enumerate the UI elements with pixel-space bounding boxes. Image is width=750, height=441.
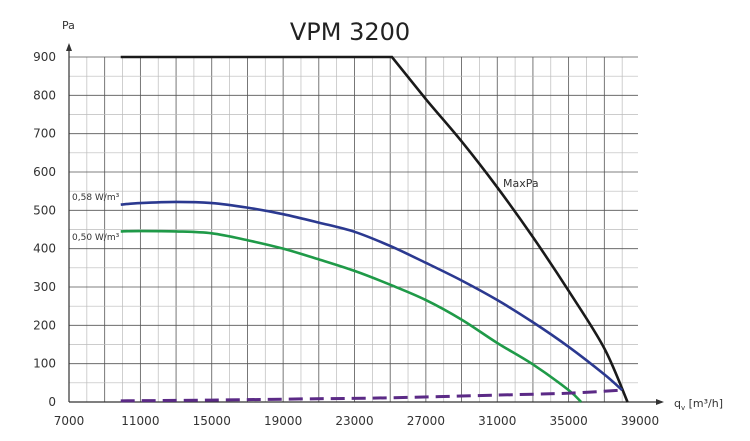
series-lines (120, 55, 629, 403)
series-line-w058 (120, 200, 624, 392)
x-tick-label: 23000 (335, 414, 373, 428)
x-tick-label: 35000 (550, 414, 588, 428)
x-tick-label: 15000 (193, 414, 231, 428)
series-line-maxpa (120, 55, 629, 403)
y-tick-label: 100 (33, 357, 56, 371)
y-tick-label: 300 (33, 280, 56, 294)
x-axis-arrow (656, 399, 664, 405)
series-line-w050 (120, 229, 583, 403)
x-axis-label: qv [m³/h] (674, 397, 723, 412)
x-tick-label: 39000 (621, 414, 659, 428)
series-label-058: 0,58 W/m³ (72, 193, 120, 203)
x-tick-label: 19000 (264, 414, 302, 428)
tick-labels: 7000 11000 15000 19000 23000 27000 31000 35000 3… (33, 50, 659, 428)
axes (66, 43, 664, 405)
x-tick-label: 7000 (54, 414, 85, 428)
y-axis-arrow (66, 43, 72, 51)
y-tick-label: 800 (33, 88, 56, 102)
grid (69, 56, 638, 402)
y-tick-label: 500 (33, 203, 56, 217)
x-tick-label: 27000 (407, 414, 445, 428)
series-label-050: 0,50 W/m³ (72, 233, 120, 243)
y-tick-label: 0 (48, 395, 56, 409)
y-tick-label: 600 (33, 165, 56, 179)
series-label-maxpa: MaxPa (503, 177, 539, 190)
y-tick-label: 700 (33, 127, 56, 141)
x-tick-label: 11000 (121, 414, 159, 428)
chart-title: VPM 3200 (290, 18, 410, 46)
y-axis-label: Pa (62, 19, 75, 32)
series-line-system (120, 388, 623, 403)
y-tick-label: 400 (33, 242, 56, 256)
x-tick-label: 31000 (478, 414, 516, 428)
y-tick-label: 900 (33, 50, 56, 64)
y-tick-label: 200 (33, 318, 56, 332)
